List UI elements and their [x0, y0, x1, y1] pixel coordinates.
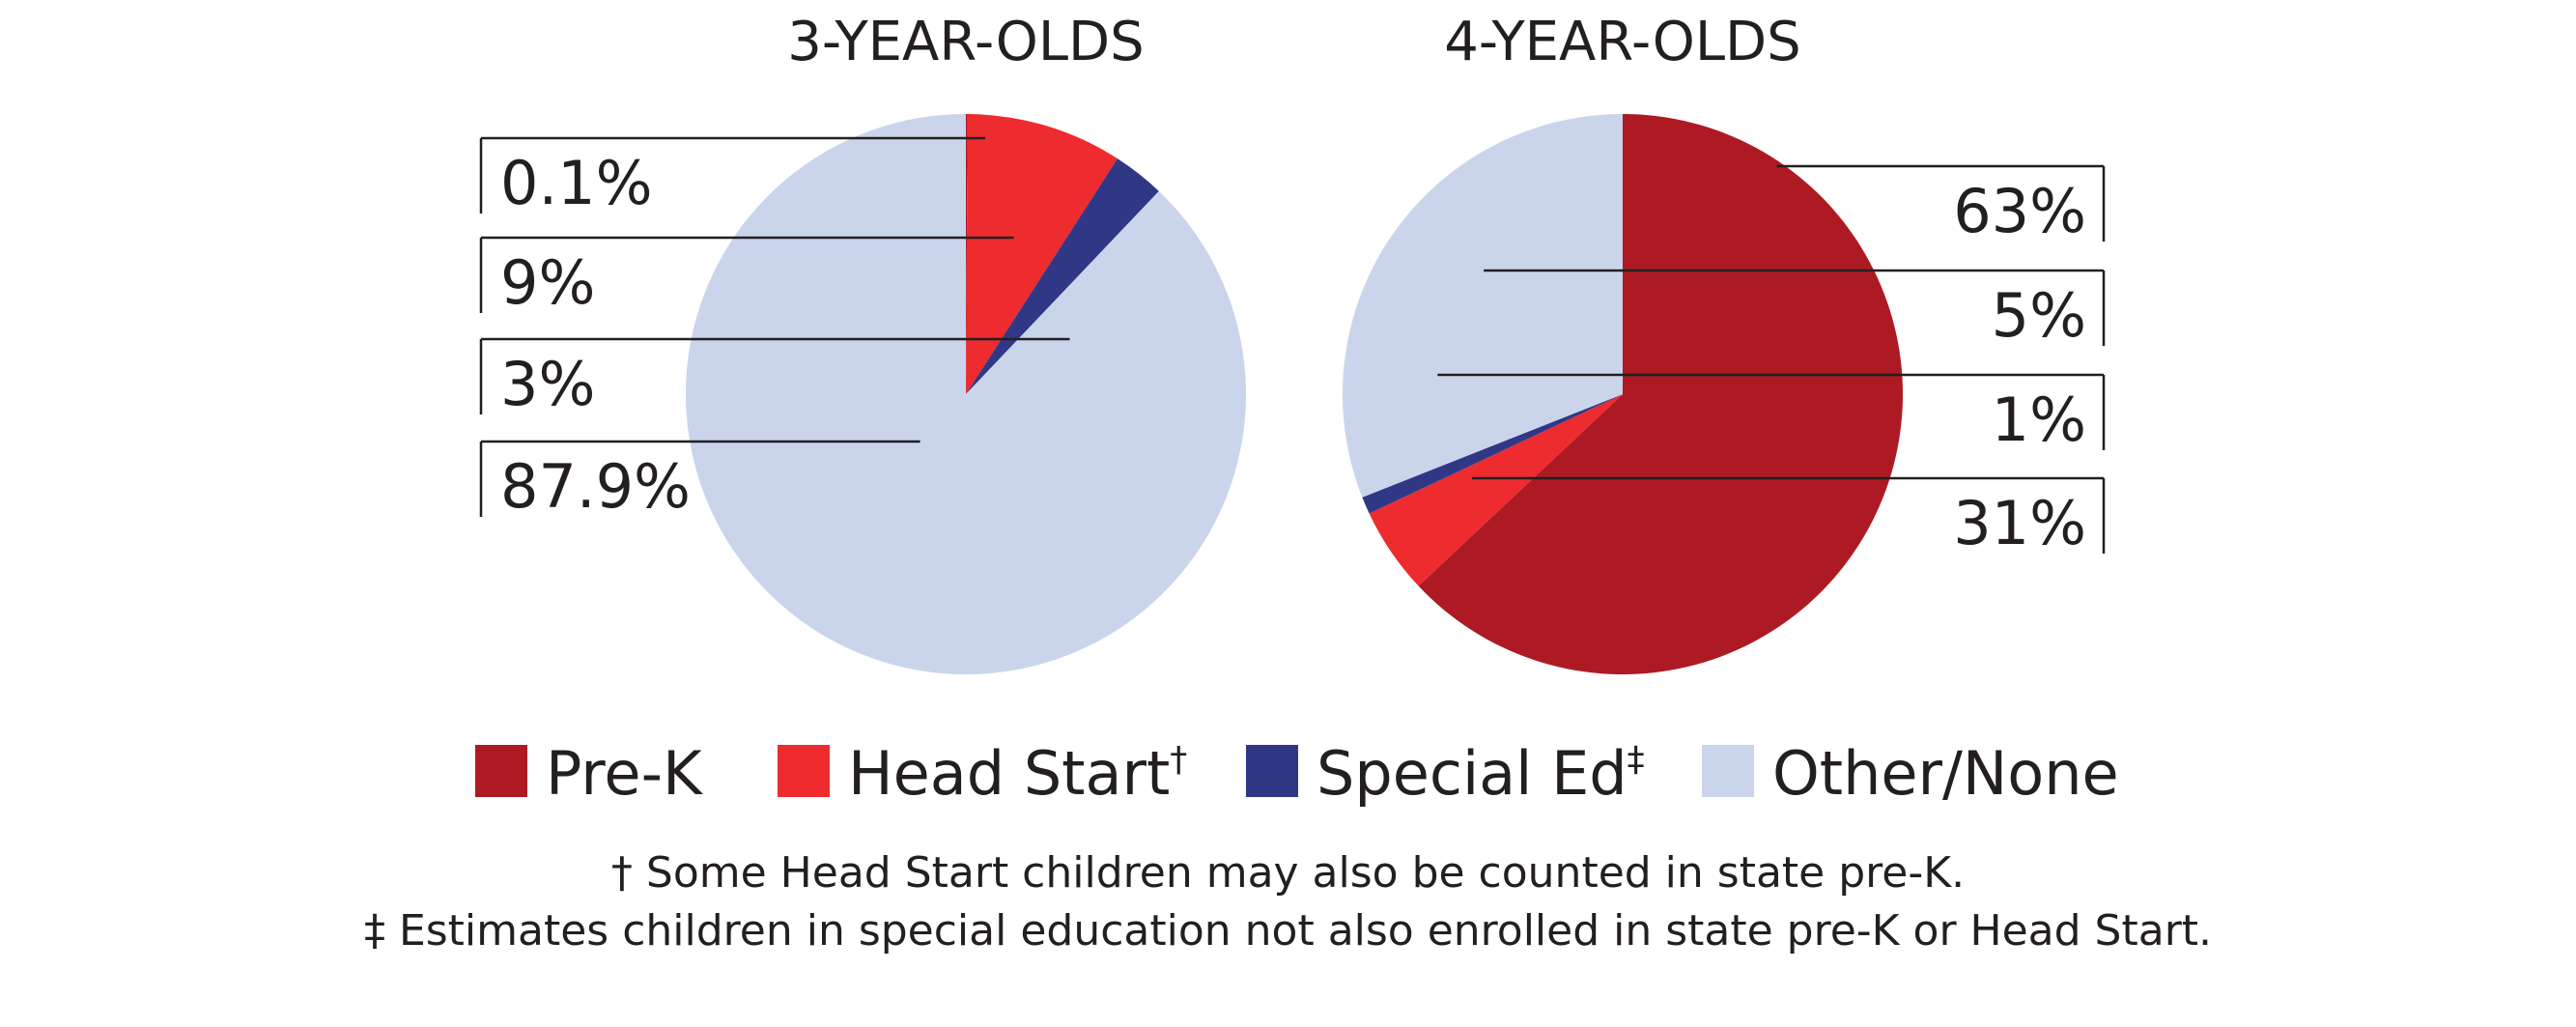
chart2-slice-special-ed [1362, 394, 1623, 514]
chart1-slice-special-ed [966, 158, 1159, 394]
chart2-label-other-none: 31% [1953, 488, 2086, 558]
chart2-label-pre-k: 63% [1953, 176, 2086, 246]
legend-swatch-pre-k [475, 745, 527, 797]
chart2-slice-pre-k [1418, 114, 1903, 674]
chart1-label-special-ed: 3% [500, 349, 595, 419]
chart1-label-pre-k: 0.1% [500, 148, 653, 218]
legend-swatch-special-ed [1246, 745, 1298, 797]
chart2-label-special-ed: 1% [1992, 385, 2086, 455]
legend-label-head-start: Head Start† [848, 738, 1187, 809]
chart2-title: 4-YEAR-OLDS [1444, 11, 1800, 73]
legend-label-pre-k: Pre-K [546, 738, 703, 809]
footnote-head-start: † Some Head Start children may also be c… [610, 848, 1966, 898]
chart1-slice-other-none [685, 114, 1246, 675]
legend-swatch-head-start [778, 745, 830, 797]
chart2-slice-other-none [1342, 113, 1623, 498]
legend-swatch-other-none [1702, 745, 1754, 797]
chart2-slice-head-start [1369, 394, 1623, 586]
footnote-special-ed: ‡ Estimates children in special educatio… [363, 906, 2213, 956]
chart2-label-head-start: 5% [1992, 280, 2086, 351]
chart1-label-other-none: 87.9% [500, 451, 691, 522]
legend-label-special-ed: Special Ed‡ [1316, 738, 1645, 809]
chart1-label-head-start: 9% [500, 247, 595, 318]
chart1-slice-head-start [966, 114, 1118, 394]
legend-label-other-none: Other/None [1772, 738, 2119, 809]
chart1-slice-pre-k [966, 114, 968, 394]
chart1-title: 3-YEAR-OLDS [787, 11, 1144, 73]
